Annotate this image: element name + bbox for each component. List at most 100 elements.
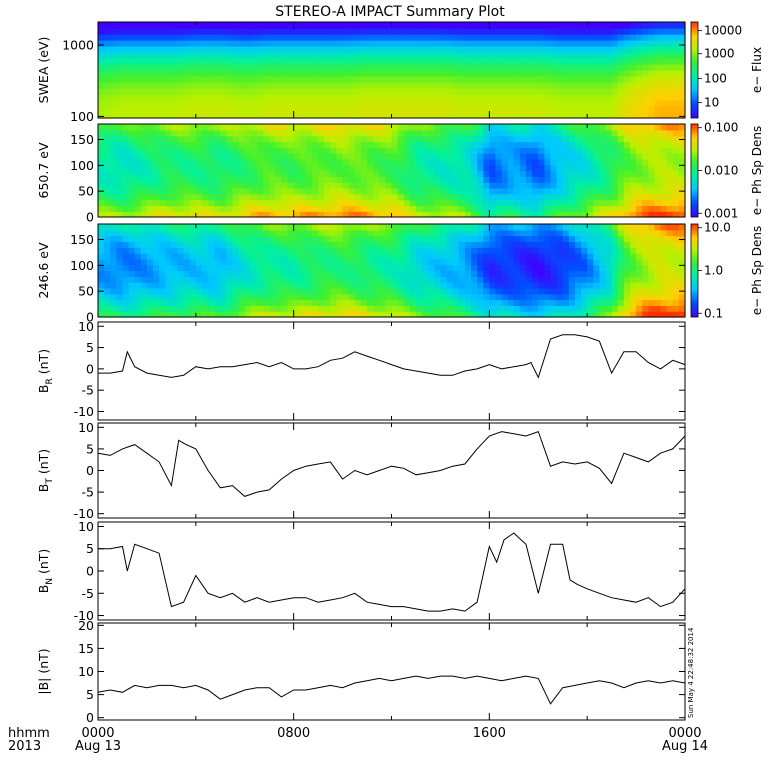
heatmap-cell [153, 153, 160, 160]
heatmap-cell [373, 22, 380, 29]
heatmap-cell [122, 124, 130, 131]
heatmap-cell [159, 153, 166, 160]
heatmap-cell [434, 270, 442, 277]
heatmap-cell [415, 153, 423, 160]
heatmap-cell [581, 34, 588, 41]
heatmap-cell [636, 293, 643, 301]
heatmap-cell [428, 270, 435, 277]
heatmap-cell [159, 187, 166, 195]
heatmap-cell [477, 258, 484, 266]
heatmap-cell [379, 40, 386, 47]
heatmap-cell [220, 158, 227, 166]
heatmap-cell [330, 211, 338, 218]
heatmap-cell [385, 22, 393, 29]
heatmap-cell [220, 46, 227, 53]
heatmap-cell [415, 182, 423, 189]
heatmap-cell [134, 52, 142, 59]
heatmap-cell [403, 34, 411, 41]
heatmap-cell [385, 153, 393, 160]
heatmap-cell [422, 106, 429, 113]
heatmap-cell [599, 129, 607, 137]
heatmap-cell [379, 187, 386, 195]
heatmap-cell [336, 170, 344, 177]
heatmap-cell [189, 46, 197, 53]
panel-frame [97, 521, 686, 621]
heatmap-cell [214, 193, 221, 201]
heatmap-cell [556, 153, 564, 160]
heatmap-cell [544, 170, 552, 177]
heatmap-cell [464, 76, 472, 83]
heatmap-cell [648, 282, 656, 289]
heatmap-cell [232, 170, 240, 177]
heatmap-cell [140, 76, 148, 83]
heatmap-cell [159, 52, 166, 59]
heatmap-cell [556, 187, 564, 195]
heatmap-cell [562, 46, 570, 53]
heatmap-cell [385, 241, 393, 248]
heatmap-cell [281, 40, 289, 47]
heatmap-cell [244, 112, 252, 119]
heatmap-cell [513, 82, 521, 89]
heatmap-cell [666, 270, 674, 277]
heatmap-cell [140, 241, 148, 248]
heatmap-cell [483, 40, 490, 47]
heatmap-cell [379, 100, 386, 107]
heatmap-cell [483, 229, 490, 237]
heatmap-cell [122, 199, 130, 206]
heatmap-cell [477, 70, 484, 77]
heatmap-cell [153, 147, 160, 154]
heatmap-cell [440, 129, 448, 137]
heatmap-cell [256, 141, 264, 148]
heatmap-cell [623, 135, 631, 143]
heatmap-cell [403, 193, 411, 201]
heatmap-cell [446, 40, 454, 47]
heatmap-cell [275, 106, 283, 113]
heatmap-cell [275, 293, 283, 301]
heatmap-cell [146, 40, 154, 47]
heatmap-cell [373, 205, 380, 212]
heatmap-cell [507, 40, 515, 47]
heatmap-cell [648, 170, 656, 177]
heatmap-cell [409, 158, 417, 166]
heatmap-cell [379, 199, 386, 206]
heatmap-cell [556, 299, 564, 306]
heatmap-cell [507, 224, 515, 231]
heatmap-cell [342, 247, 350, 254]
heatmap-cell [507, 153, 515, 160]
heatmap-cell [201, 224, 209, 231]
heatmap-cell [134, 299, 142, 306]
heatmap-cell [611, 40, 619, 47]
heatmap-cell [440, 124, 448, 131]
heatmap-cell [250, 46, 258, 53]
heatmap-cell [189, 305, 197, 312]
heatmap-cell [446, 187, 454, 195]
heatmap-cell [165, 70, 172, 77]
heatmap-cell [104, 158, 111, 166]
heatmap-cell [116, 211, 124, 218]
heatmap-cell [134, 153, 142, 160]
heatmap-cell [422, 170, 429, 177]
heatmap-cell [116, 141, 124, 148]
heatmap-cell [373, 305, 380, 312]
heatmap-cell [507, 287, 515, 295]
heatmap-cell [422, 187, 429, 195]
heatmap-cell [159, 253, 166, 260]
heatmap-cell [415, 287, 423, 295]
heatmap-cell [189, 34, 197, 41]
heatmap-cell [232, 253, 240, 260]
heatmap-cell [177, 182, 185, 189]
heatmap-cell [574, 88, 582, 95]
heatmap-cell [201, 247, 209, 254]
heatmap-cell [360, 34, 368, 41]
heatmap-cell [513, 258, 521, 266]
heatmap-cell [556, 28, 564, 35]
heatmap-cell [556, 253, 564, 260]
heatmap-cell [452, 112, 460, 119]
heatmap-cell [477, 129, 484, 137]
heatmap-cell [678, 112, 686, 119]
heatmap-cell [385, 264, 393, 272]
heatmap-cell [574, 129, 582, 137]
heatmap-cell [568, 205, 576, 212]
heatmap-cell [220, 100, 227, 107]
